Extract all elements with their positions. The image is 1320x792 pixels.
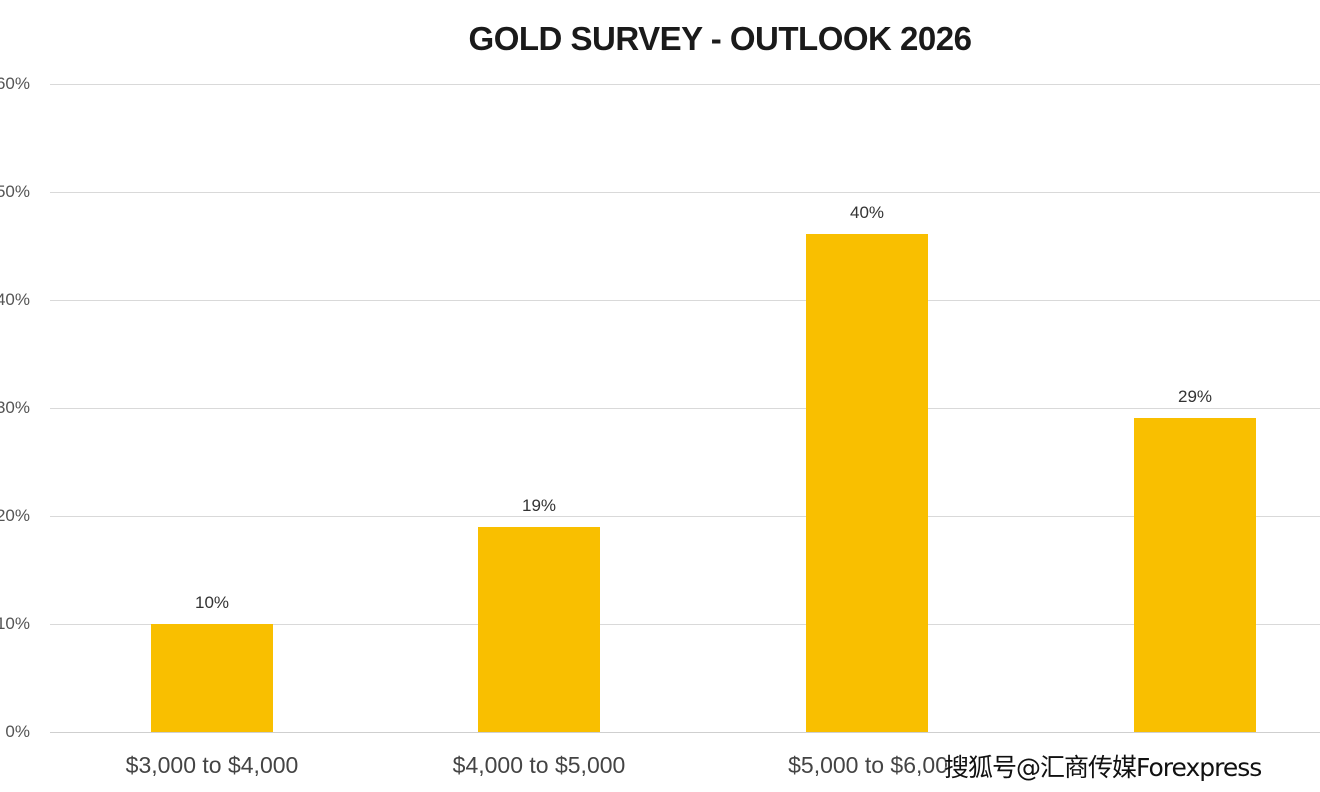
gridline-40 [50,300,1320,301]
gridline-0 [50,732,1320,733]
gridline-50 [50,192,1320,193]
ytick-50: 50% [0,182,30,201]
bar-3000-4000 [151,624,273,732]
ytick-0: 0% [5,722,30,741]
bar-4000-5000 [478,527,600,732]
value-label: 19% [521,496,557,515]
gridline-20 [50,516,1320,517]
chart-title: GOLD SURVEY - OUTLOOK 2026 [468,20,972,57]
ytick-10: 10% [0,614,30,633]
value-label: 40% [849,203,885,222]
ytick-40: 40% [0,290,30,309]
ytick-20: 20% [0,506,30,525]
bar-5000-6000 [806,234,928,732]
bar-6000-plus [1134,418,1256,732]
gridline-10 [50,624,1320,625]
xlabel-3000-4000: $3,000 to $4,000 [125,752,299,778]
gridline-30 [50,408,1320,409]
value-label: 29% [1177,387,1213,406]
ytick-60: 60% [0,74,30,93]
value-label: 10% [194,593,230,612]
xlabel-5000-6000: $5,000 to $6,00 [788,752,948,778]
gridline-60 [50,84,1320,85]
ytick-30: 30% [0,398,30,417]
watermark: 搜狐号@汇商传媒Forexpress [944,753,1262,782]
xlabel-4000-5000: $4,000 to $5,000 [452,752,626,778]
